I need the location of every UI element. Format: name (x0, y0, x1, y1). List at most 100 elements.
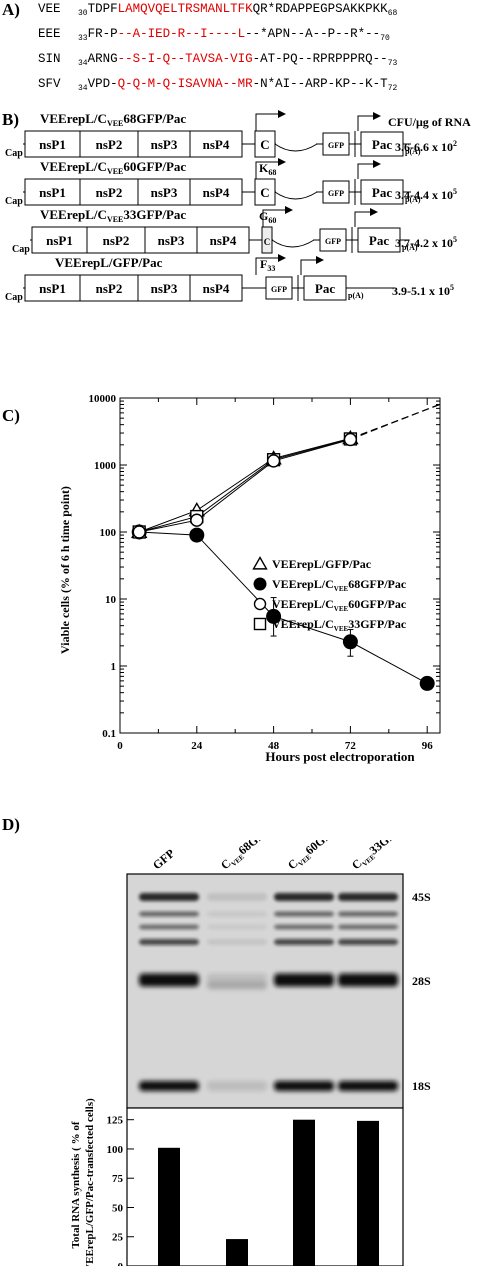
seq-conserved: Q-Q-M-Q-ISAVNA--MR (117, 77, 253, 91)
mutation-residue: K (259, 161, 269, 175)
construct-name-post: 60GFP/Pac (123, 159, 186, 174)
gfp-label: GFP (271, 285, 287, 294)
legend-sub: VEE (334, 625, 349, 633)
cfu-base: 3.7-4.2 x 10 (395, 236, 453, 250)
legend-item: VEErepL/CVEE33GFP/Pac (253, 617, 407, 633)
chart-series (130, 429, 435, 691)
bar (158, 1147, 180, 1266)
gel-band (338, 924, 398, 930)
nsp-label: nsP4 (210, 233, 237, 248)
promoter-arrowhead (285, 206, 293, 214)
mutation-position: 68 (268, 168, 276, 177)
nsp-label: nsP3 (151, 137, 178, 152)
nsp-label: nsP2 (103, 233, 130, 248)
backbone-gap (273, 238, 313, 242)
legend-label: VEErepL/CVEE60GFP/Pac (272, 597, 407, 613)
gel-band (139, 911, 199, 917)
y-tick-label: 10000 (89, 395, 117, 405)
gfp-box (322, 180, 350, 204)
construct-name-text: VEErepL/C (40, 111, 107, 126)
lane-label-text: GFP (150, 846, 177, 872)
seq-post: -AT-PQ--RPRPPPRQ-- (252, 52, 388, 66)
series-0 (139, 437, 351, 533)
deletion-curve (274, 143, 318, 152)
cfu-value: 3.9-5.1 x 105 (392, 283, 454, 298)
alignment-row-vee: VEE 30TDPFLAMQVQELTRSMANLTFKQR*RDAPPEGPSA… (38, 3, 397, 18)
construct-3: VEErepL/GFP/Pac Cap nsP1 nsP2 nsP3 nsP4 GFP Pac… (5, 254, 454, 303)
gel-band (139, 939, 199, 945)
gel-band (274, 893, 334, 901)
bar-y-tick-label: 0 (118, 1261, 124, 1266)
x-tick-label: 48 (268, 740, 280, 752)
x-tick-label: 0 (117, 740, 123, 752)
gfp-label: GFP (328, 189, 344, 198)
cap-label: Cap (5, 196, 23, 207)
bar-y-tick-label: 100 (107, 1144, 124, 1156)
filled-circle-marker (419, 675, 435, 691)
cfu-value: 3.6-6.6 x 102 (395, 139, 457, 154)
legend-sub: VEE (334, 605, 349, 613)
backbone-gap (276, 142, 316, 146)
square-marker (253, 617, 267, 631)
bar (226, 1239, 248, 1266)
gel-bands (139, 893, 398, 1091)
gel-band (274, 1081, 334, 1091)
filled-circle-marker (189, 527, 205, 543)
gel-band (338, 973, 398, 987)
series-line (139, 438, 351, 533)
extrapolation-dash (350, 403, 441, 440)
open-circle-marker (132, 525, 146, 539)
cfu-exponent: 5 (453, 235, 457, 244)
gel-band (338, 939, 398, 945)
extrapolation-lines (350, 403, 441, 440)
construct-name-text: VEErepL/GFP/Pac (55, 255, 163, 270)
nsp-label: nsP2 (96, 137, 123, 152)
series-line (139, 439, 351, 533)
nsp-label: nsP4 (203, 137, 230, 152)
cfu-base: 3.4-4.4 x 10 (395, 188, 453, 202)
filled-circle-marker (266, 608, 282, 624)
construct-name-sub: VEE (107, 119, 123, 128)
gel-band (139, 1081, 199, 1091)
open-circle-marker (266, 454, 281, 468)
nsp-label: nsP1 (39, 137, 66, 152)
alignment-row-eee: EEE 33FR-P--A-IED-R--I----L--*APN--A--P--… (38, 28, 397, 43)
x-tick-label: 96 (422, 740, 434, 752)
gfp-box (319, 228, 347, 252)
gfp-label: GFP (325, 237, 341, 246)
bar-y-tick-label: 125 (107, 1115, 124, 1127)
lane-label: CVEE60GFP (285, 840, 341, 874)
legend-text: VEErepL/GFP/Pac (272, 557, 372, 571)
y-tick-label: 1000 (94, 460, 117, 472)
cfu-value: 3.4-4.4 x 105 (395, 187, 457, 202)
band-label: 18S (412, 1079, 431, 1093)
alignment-row-sfv: SFV 34VPD-Q-Q-M-Q-ISAVNA--MR-N*AI--ARP-KP… (38, 78, 397, 93)
seq-pre: ARNG (87, 52, 118, 66)
gel-lane (139, 893, 199, 1091)
nsp-box (137, 130, 191, 158)
gel-band-faint (207, 982, 267, 990)
series-2 (139, 439, 351, 533)
pac-label: Pac (315, 281, 335, 296)
construct-name-sub: VEE (107, 167, 123, 176)
gel-band (338, 911, 398, 917)
seq-pre: TDPF (87, 2, 118, 16)
cap-label: Cap (12, 244, 30, 255)
nsp-label: nsP2 (96, 185, 123, 200)
construct-name: VEErepL/CVEE60GFP/Pac (40, 159, 186, 176)
pac-box (360, 179, 404, 205)
chart-axes: 0.1 1 10 100 1000 10000 0 24 48 72 96 (89, 395, 440, 752)
mutation-residue: F (260, 257, 267, 271)
seq-name: SIN (38, 52, 61, 66)
pac-label: Pac (372, 185, 392, 200)
lane-label: GFP (150, 846, 177, 872)
construct-name-post: 33GFP/Pac (123, 207, 186, 222)
construct-name-text: VEErepL/C (40, 207, 107, 222)
gel-band (338, 1081, 398, 1091)
seq-name: SFV (38, 77, 61, 91)
legend-text: VEErepL/C (272, 577, 334, 591)
nsp-box (79, 130, 139, 158)
deletion-curve (274, 191, 318, 200)
